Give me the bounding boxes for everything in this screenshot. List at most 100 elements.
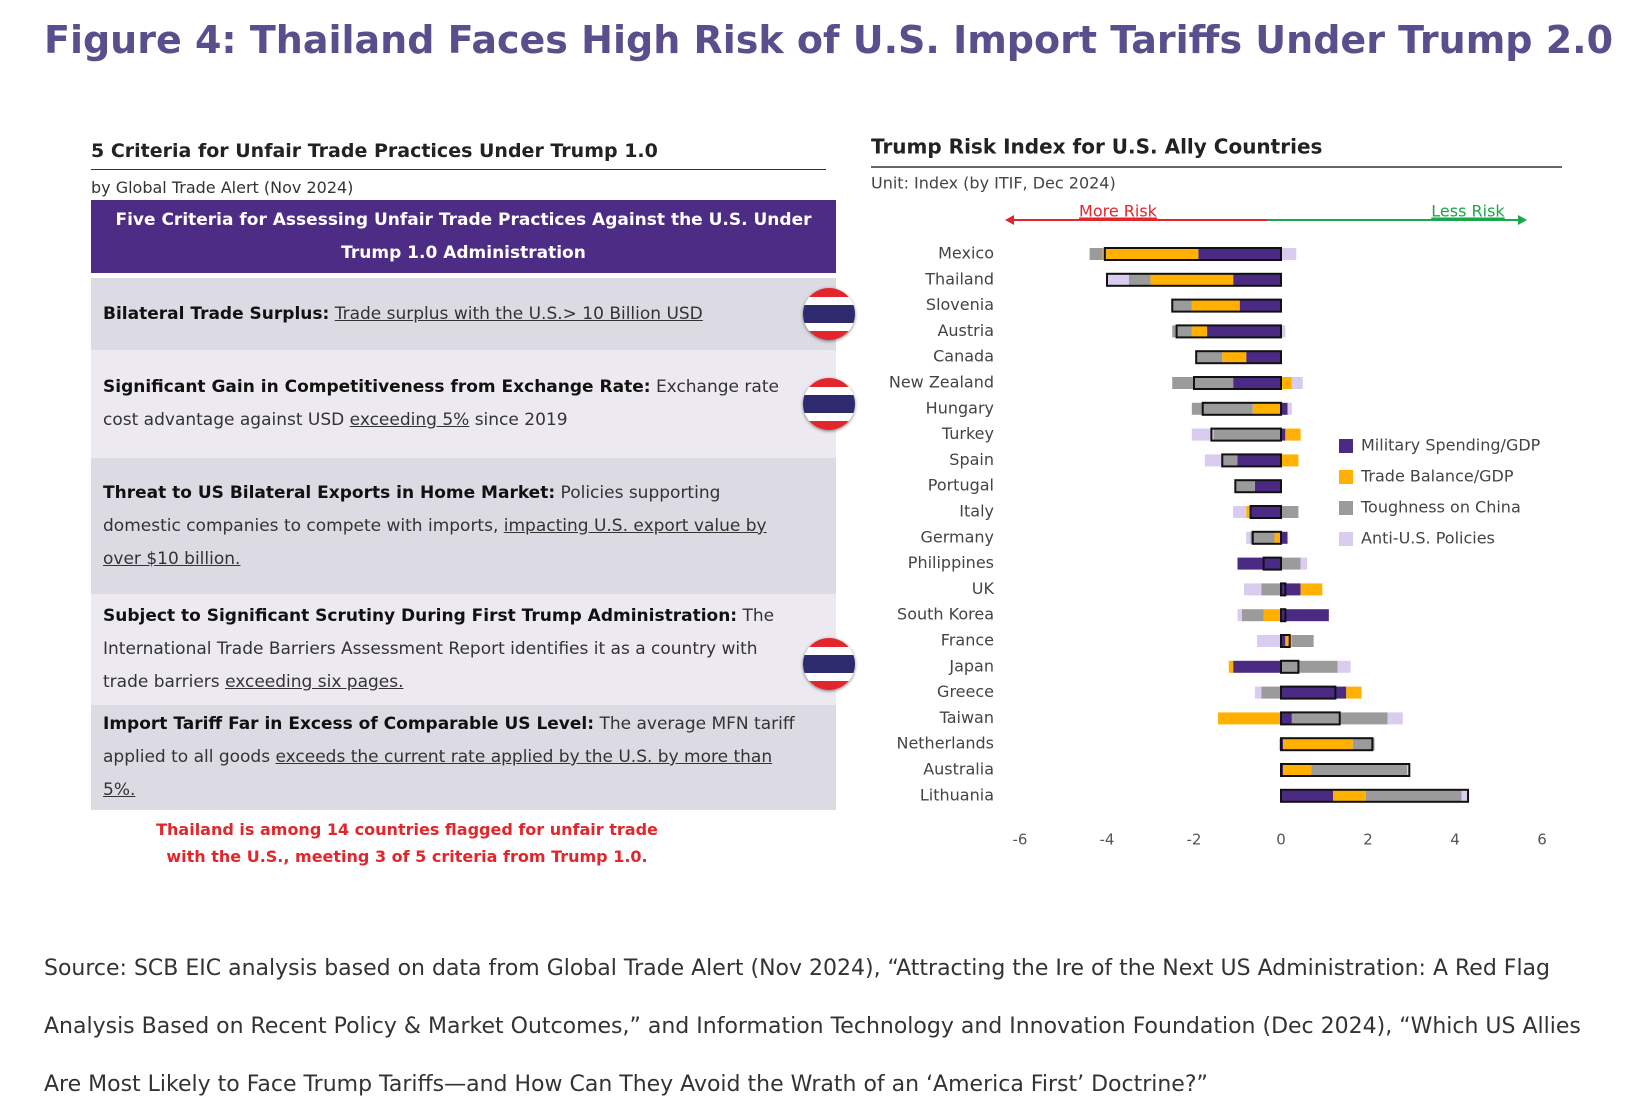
row-text: Threat to US Bilateral Exports in Home M… bbox=[103, 477, 803, 576]
bar-segment bbox=[1246, 351, 1281, 364]
bar-segment bbox=[1461, 789, 1469, 802]
bar-segment bbox=[1291, 377, 1303, 389]
annotation: Less Risk bbox=[1431, 202, 1505, 221]
total-outline bbox=[1234, 479, 1282, 494]
bar-segment bbox=[1283, 738, 1353, 751]
bar-segment bbox=[1281, 738, 1284, 751]
bar-segment bbox=[1291, 635, 1314, 647]
bar-segment bbox=[1207, 325, 1281, 338]
bar-segment bbox=[1172, 377, 1234, 389]
legend-label: Toughness on China bbox=[1360, 498, 1521, 517]
bar-segment bbox=[1281, 686, 1347, 699]
bar-segment bbox=[1233, 377, 1281, 389]
bar-segment bbox=[1261, 583, 1281, 596]
bar-segment bbox=[1261, 686, 1281, 699]
category-label: Portugal bbox=[928, 476, 994, 495]
thai-flag bbox=[803, 637, 855, 690]
table-row: Subject to Significant Scrutiny During F… bbox=[91, 594, 855, 705]
table-row: Import Tariff Far in Excess of Comparabl… bbox=[91, 705, 836, 810]
total-outline bbox=[1280, 608, 1287, 623]
x-tick-label: 0 bbox=[1276, 831, 1286, 849]
bar-segment bbox=[1257, 635, 1281, 647]
thai-flag bbox=[803, 378, 855, 430]
bar-segment bbox=[1283, 764, 1312, 776]
bar-segment bbox=[1278, 738, 1281, 751]
legend-swatch bbox=[1339, 501, 1353, 515]
bar-segment bbox=[1285, 635, 1292, 647]
source: Source: SCB EIC analysis based on data f… bbox=[44, 956, 1581, 1097]
legend-swatch bbox=[1339, 439, 1353, 453]
bar-segment bbox=[1222, 454, 1238, 467]
bar-segment bbox=[1281, 583, 1301, 596]
total-outline bbox=[1171, 298, 1282, 313]
category-label: South Korea bbox=[897, 605, 994, 624]
total-outline bbox=[1280, 711, 1341, 726]
category-label: France bbox=[941, 631, 994, 650]
total-outline bbox=[1262, 556, 1282, 571]
bar-segment bbox=[1281, 789, 1334, 802]
total-outline bbox=[1193, 376, 1282, 390]
category-label: Spain bbox=[949, 450, 994, 469]
category-label: Greece bbox=[937, 682, 994, 701]
bar-segment bbox=[1407, 764, 1410, 776]
bar-segment bbox=[1233, 660, 1281, 673]
bar-segment bbox=[1217, 712, 1281, 725]
chart-title: Trump Risk Index for U.S. Ally Countries bbox=[871, 135, 1322, 159]
bar-segment bbox=[1281, 531, 1288, 544]
bar-segment bbox=[1387, 712, 1403, 725]
row-text: Subject to Significant Scrutiny During F… bbox=[103, 600, 803, 699]
x-tick-label: -2 bbox=[1187, 831, 1202, 849]
row-text-part: The International Trade Barriers Assessm… bbox=[103, 606, 775, 692]
x-tick-label: 2 bbox=[1363, 831, 1373, 849]
row-text: Significant Gain in Competitiveness from… bbox=[103, 371, 803, 437]
bar-segment bbox=[1246, 531, 1251, 544]
row-text-part: impacting U.S. export value by over $10 … bbox=[103, 515, 767, 569]
figure-title: Figure 4: Thailand Faces High Risk of U.… bbox=[44, 18, 1614, 62]
bar-segment bbox=[1228, 660, 1234, 673]
row-text-part: The average MFN tariff applied to all go… bbox=[103, 714, 795, 767]
bar-segment bbox=[1252, 402, 1281, 415]
bar-segment bbox=[1281, 712, 1292, 725]
legend-label: Anti-U.S. Policies bbox=[1361, 529, 1495, 548]
bar-segment bbox=[1287, 402, 1292, 415]
category-label: Austria bbox=[937, 321, 994, 340]
bar-segment bbox=[1250, 531, 1275, 544]
x-tick-label: -4 bbox=[1100, 831, 1115, 849]
total-outline bbox=[1280, 763, 1411, 777]
bar-segment bbox=[1281, 764, 1284, 776]
row-text-part: Policies supporting domestic companies t… bbox=[103, 482, 721, 536]
annotation: More Risk bbox=[1079, 202, 1158, 221]
table-row: Significant Gain in Competitiveness from… bbox=[91, 350, 855, 458]
bar-segment bbox=[1128, 273, 1151, 286]
bar-segment bbox=[1198, 248, 1281, 260]
bar-segment bbox=[1263, 609, 1281, 622]
bar-segment bbox=[1346, 686, 1362, 699]
row-text: Import Tariff Far in Excess of Comparabl… bbox=[103, 708, 803, 807]
bar-segment bbox=[1365, 789, 1462, 802]
legend-label: Trade Balance/GDP bbox=[1360, 467, 1514, 486]
category-label: Italy bbox=[959, 502, 994, 521]
category-label: Taiwan bbox=[939, 708, 994, 727]
bar-segment bbox=[1281, 377, 1292, 389]
bar-segment bbox=[1300, 583, 1323, 596]
row-text-part: Exchange rate cost advantage against USD bbox=[103, 377, 779, 430]
total-outline bbox=[1280, 788, 1470, 803]
bar-segment bbox=[1191, 325, 1208, 338]
total-outline bbox=[1280, 737, 1374, 752]
category-label: Canada bbox=[933, 347, 994, 366]
total-outline bbox=[1103, 247, 1282, 261]
bar-segment bbox=[1089, 248, 1103, 260]
bar-segment bbox=[1204, 454, 1223, 467]
bar-segment bbox=[1150, 273, 1234, 286]
bar-segment bbox=[1281, 557, 1301, 570]
note: Thailand is among 14 countries flagged f… bbox=[156, 820, 658, 866]
bar-segment bbox=[1191, 299, 1240, 312]
bar-segment bbox=[1239, 299, 1281, 312]
category-label: New Zealand bbox=[889, 373, 994, 392]
total-outline bbox=[1280, 685, 1337, 700]
total-outline bbox=[1210, 427, 1283, 442]
bar-segment bbox=[1244, 583, 1262, 596]
bar-segment bbox=[1274, 531, 1281, 544]
bar-segment bbox=[1237, 609, 1242, 622]
